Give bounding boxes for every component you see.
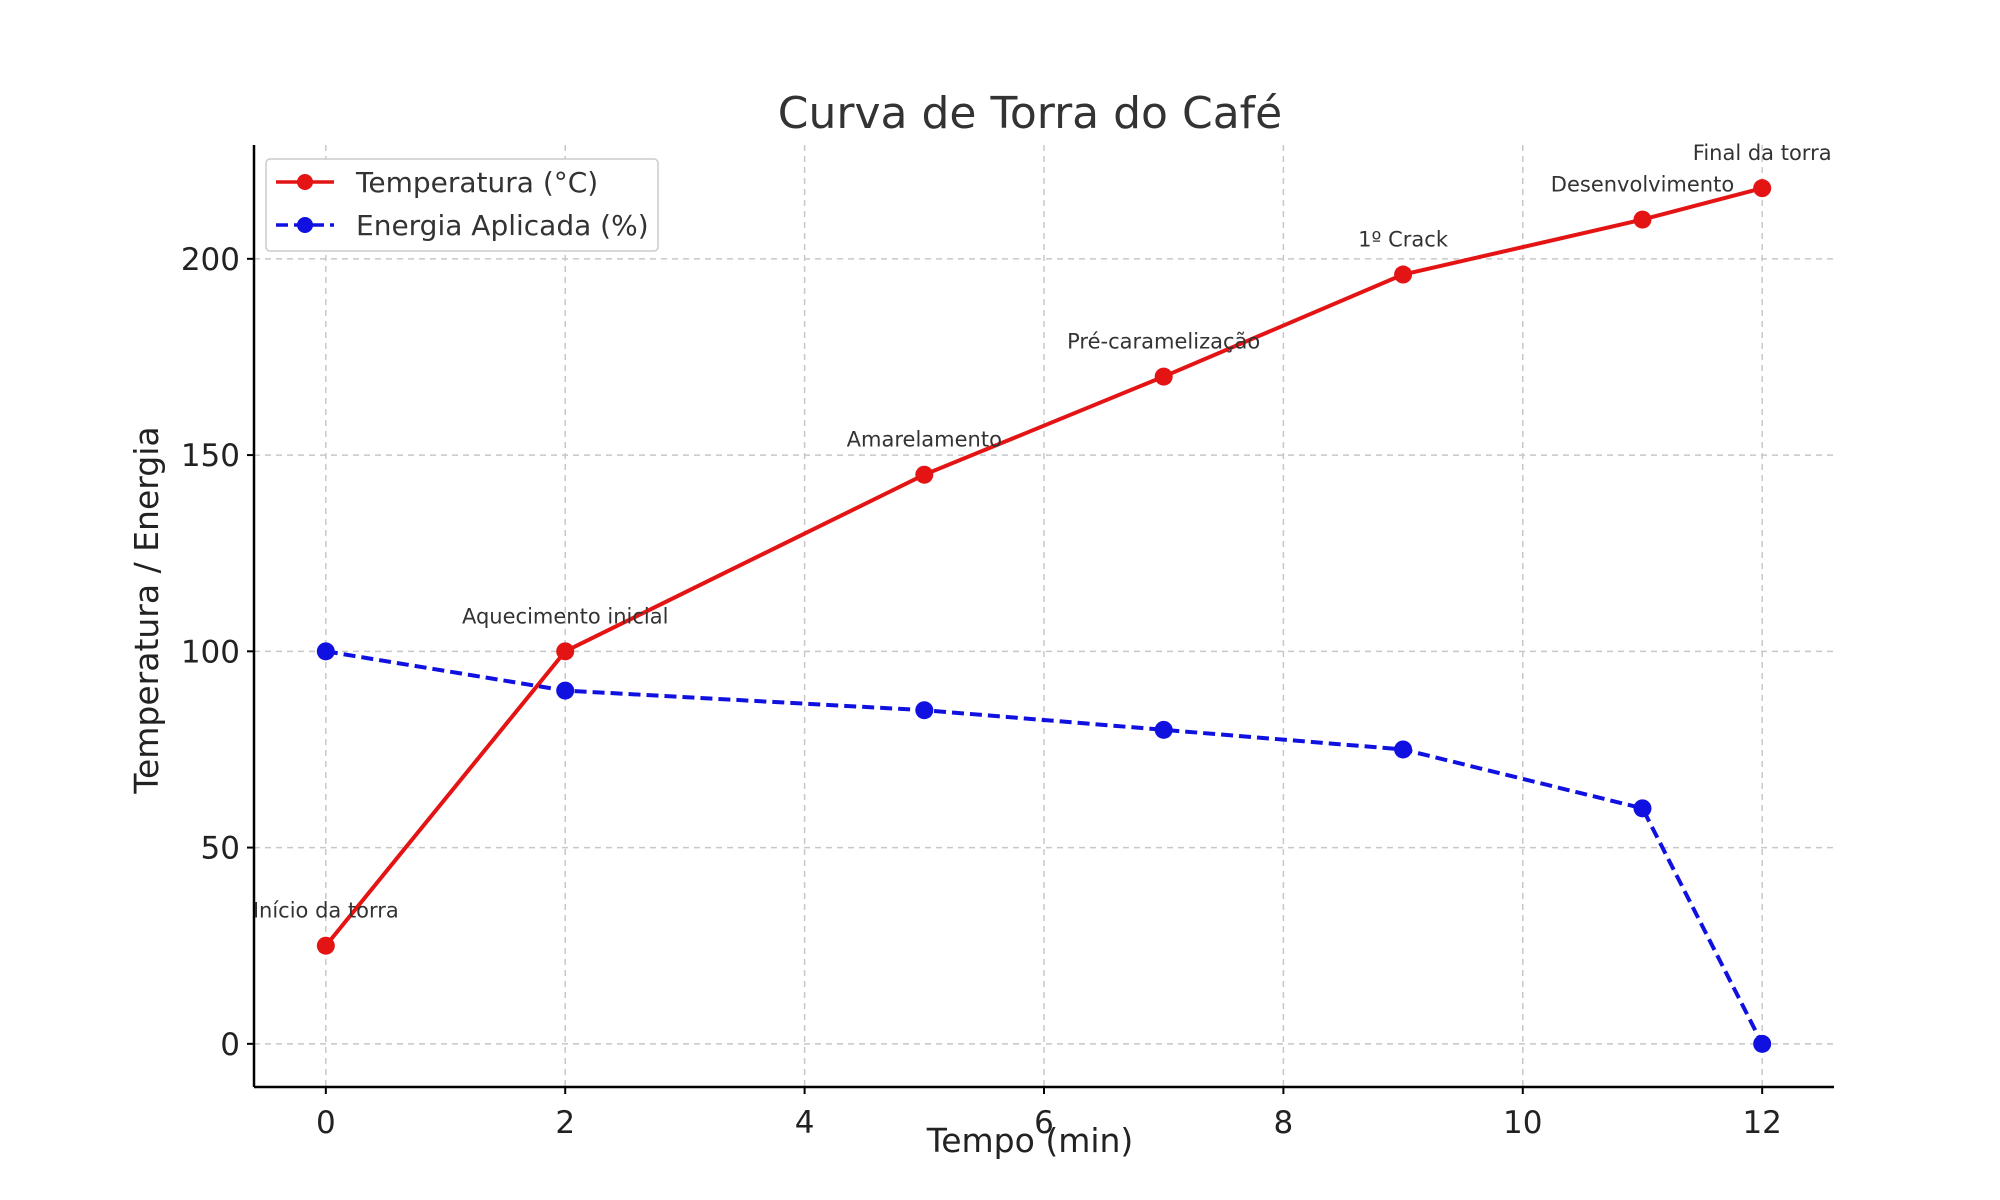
annotation-label: Pré-caramelização [1067, 330, 1260, 354]
data-point [556, 681, 575, 700]
legend-marker-energia [297, 217, 313, 233]
data-point [1394, 265, 1413, 284]
y-tick-label: 0 [220, 1027, 240, 1063]
annotations: Início da torra Aquecimento inicial Amarel… [253, 141, 1832, 923]
legend-box [265, 158, 659, 252]
data-point [556, 642, 575, 661]
x-tick-label: 4 [795, 1105, 815, 1141]
y-tick-label: 100 [181, 634, 240, 670]
legend-marker-temperatura [297, 174, 313, 190]
annotation-label: 1º Crack [1358, 228, 1449, 252]
y-tick-label: 200 [181, 242, 240, 278]
x-tick-label: 0 [316, 1105, 336, 1141]
data-point [1633, 799, 1652, 818]
series-0 [316, 179, 1772, 955]
data-point [1154, 367, 1173, 386]
chart-title: Curva de Torra do Café [778, 88, 1282, 139]
legend: Temperatura (°C) Energia Aplicada (%) [265, 158, 659, 252]
data-point [1753, 1034, 1772, 1053]
series [316, 179, 1772, 1053]
y-axis-ticks: 0 50 100 150 200 [181, 242, 254, 1063]
data-point [915, 701, 934, 720]
annotation-label: Início da torra [253, 899, 399, 923]
y-tick-label: 50 [201, 831, 240, 867]
grid [254, 145, 1834, 1087]
x-tick-label: 6 [1034, 1105, 1054, 1141]
legend-label-temperatura: Temperatura (°C) [355, 166, 598, 199]
y-tick-label: 150 [181, 438, 240, 474]
data-point [1394, 740, 1413, 759]
data-point [316, 936, 335, 955]
x-tick-label: 2 [555, 1105, 575, 1141]
data-point [1753, 179, 1772, 198]
x-tick-label: 12 [1742, 1105, 1781, 1141]
x-axis-ticks: 0 2 4 6 8 10 12 [316, 1087, 1782, 1141]
annotation-label: Final da torra [1693, 141, 1832, 165]
data-point [915, 465, 934, 484]
annotation-label: Aquecimento inicial [462, 604, 668, 628]
data-point [1633, 210, 1652, 229]
x-tick-label: 8 [1274, 1105, 1294, 1141]
data-point [1154, 720, 1173, 739]
series-1 [316, 642, 1772, 1053]
annotation-label: Desenvolvimento [1551, 173, 1734, 197]
legend-label-energia: Energia Aplicada (%) [356, 209, 649, 242]
x-tick-label: 10 [1503, 1105, 1542, 1141]
y-axis-label: Temperatura / Energia [127, 426, 166, 794]
annotation-label: Amarelamento [847, 428, 1002, 452]
data-point [316, 642, 335, 661]
x-axis-label: Tempo (min) [926, 1121, 1134, 1160]
